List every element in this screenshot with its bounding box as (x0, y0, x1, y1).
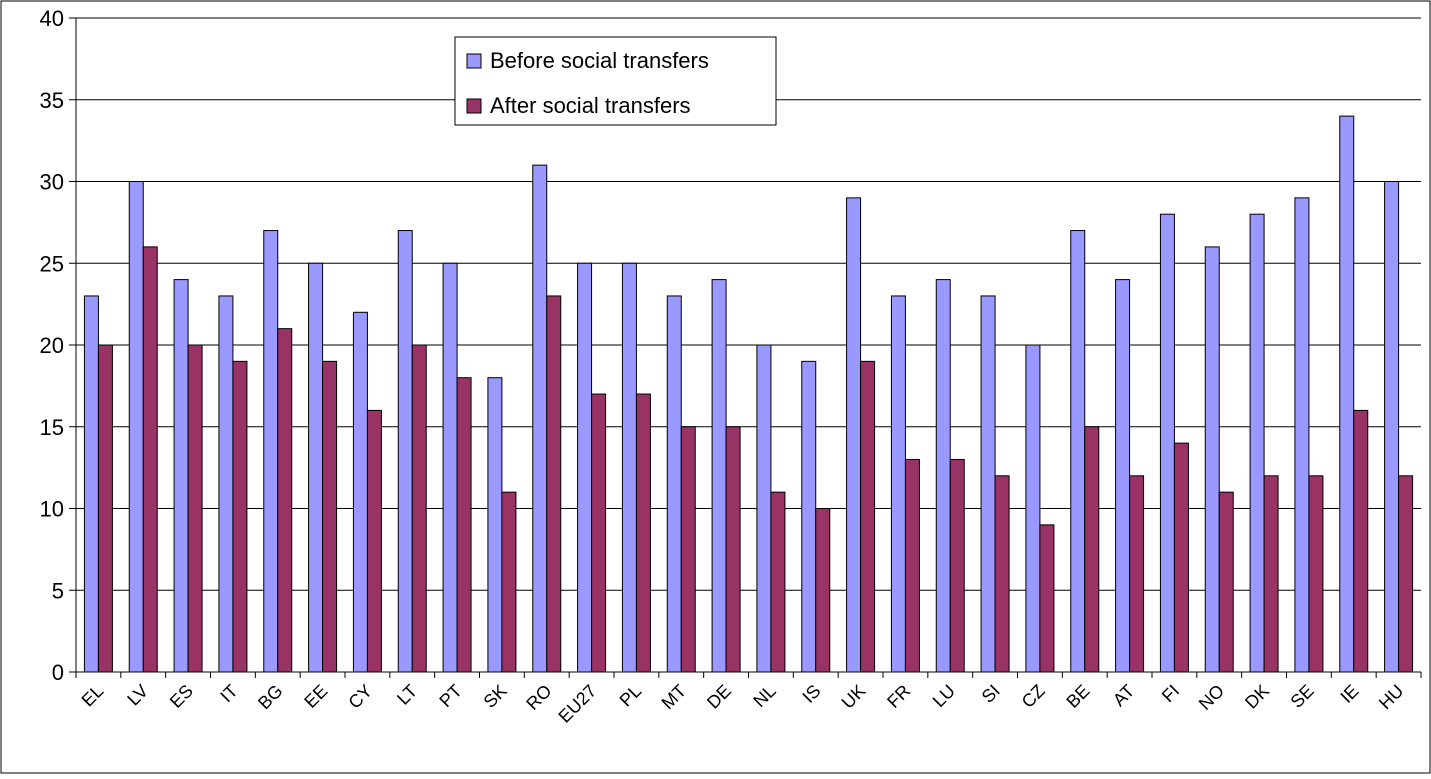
bar-after-at (1129, 475, 1145, 673)
bar-before-el (83, 295, 99, 673)
bar-before-is (801, 360, 817, 673)
bar-after-lv (142, 246, 158, 673)
bar-after-eu27 (591, 393, 607, 673)
axes (69, 17, 1422, 678)
bar-after-pt (456, 377, 472, 673)
bar-after-es (187, 344, 203, 673)
bar-before-sk (487, 377, 503, 673)
bar-before-cz (1025, 344, 1041, 673)
bar-after-de (725, 426, 741, 673)
bar-before-pt (442, 262, 458, 673)
bar-before-hu (1384, 181, 1400, 673)
y-tick-label: 20 (40, 333, 64, 358)
bar-before-no (1204, 246, 1220, 673)
bar-before-mt (666, 295, 682, 673)
bar-after-it (232, 360, 248, 673)
bar-after-se (1308, 475, 1324, 673)
y-tick-label: 40 (40, 6, 64, 31)
bar-before-lt (397, 230, 413, 673)
bar-before-se (1294, 197, 1310, 673)
bar-before-be (1070, 230, 1086, 673)
bar-after-hu (1398, 475, 1414, 673)
bar-after-el (97, 344, 113, 673)
legend-label-before: Before social transfers (490, 48, 709, 73)
bar-before-ro (532, 164, 548, 673)
legend-swatch-after (466, 98, 482, 114)
bar-before-eu27 (577, 262, 593, 673)
bar-before-de (711, 279, 727, 673)
bar-after-ee (322, 360, 338, 673)
bar-before-fr (890, 295, 906, 673)
bar-before-cy (352, 311, 368, 673)
bar-before-ee (308, 262, 324, 673)
bar-after-si (994, 475, 1010, 673)
bar-before-at (1115, 279, 1131, 673)
bar-before-pl (621, 262, 637, 673)
bar-after-be (1084, 426, 1100, 673)
bar-after-fr (904, 458, 920, 673)
bar-before-es (173, 279, 189, 673)
bar-after-cz (1039, 524, 1055, 673)
bar-after-bg (277, 328, 293, 673)
bar-before-it (218, 295, 234, 673)
bar-after-lu (949, 458, 965, 673)
y-tick-label: 10 (40, 497, 64, 522)
bar-before-bg (263, 230, 279, 673)
y-tick-label: 0 (52, 660, 64, 685)
bar-before-dk (1249, 213, 1265, 673)
bar-after-nl (770, 491, 786, 673)
bar-after-ie (1353, 409, 1369, 673)
bar-after-mt (680, 426, 696, 673)
bar-before-lv (128, 181, 144, 673)
bar-before-nl (756, 344, 772, 673)
legend-box (454, 36, 777, 126)
bar-after-uk (860, 360, 876, 673)
bar-before-si (980, 295, 996, 673)
y-tick-label: 35 (40, 88, 64, 113)
y-tick-label: 5 (52, 578, 64, 603)
bar-before-fi (1159, 213, 1175, 673)
bar-before-ie (1339, 115, 1355, 673)
legend-label-after: After social transfers (490, 93, 691, 118)
bar-before-uk (846, 197, 862, 673)
bar-after-cy (366, 409, 382, 673)
bar-before-lu (935, 279, 951, 673)
bar-after-pl (635, 393, 651, 673)
y-tick-label: 15 (40, 415, 64, 440)
bar-after-ro (546, 295, 562, 673)
legend-swatch-before (466, 53, 482, 69)
y-tick-label: 30 (40, 170, 64, 195)
bars (83, 115, 1414, 673)
bar-after-dk (1263, 475, 1279, 673)
bar-after-lt (411, 344, 427, 673)
bar-after-is (815, 508, 831, 673)
y-tick-labels: 0 5 10 15 20 25 30 35 40 (40, 6, 64, 685)
y-tick-label: 25 (40, 251, 64, 276)
legend: Before social transfers After social tra… (454, 36, 777, 126)
bar-after-fi (1173, 442, 1189, 673)
gridlines (76, 17, 1421, 591)
bar-after-no (1218, 491, 1234, 673)
bar-after-sk (501, 491, 517, 673)
